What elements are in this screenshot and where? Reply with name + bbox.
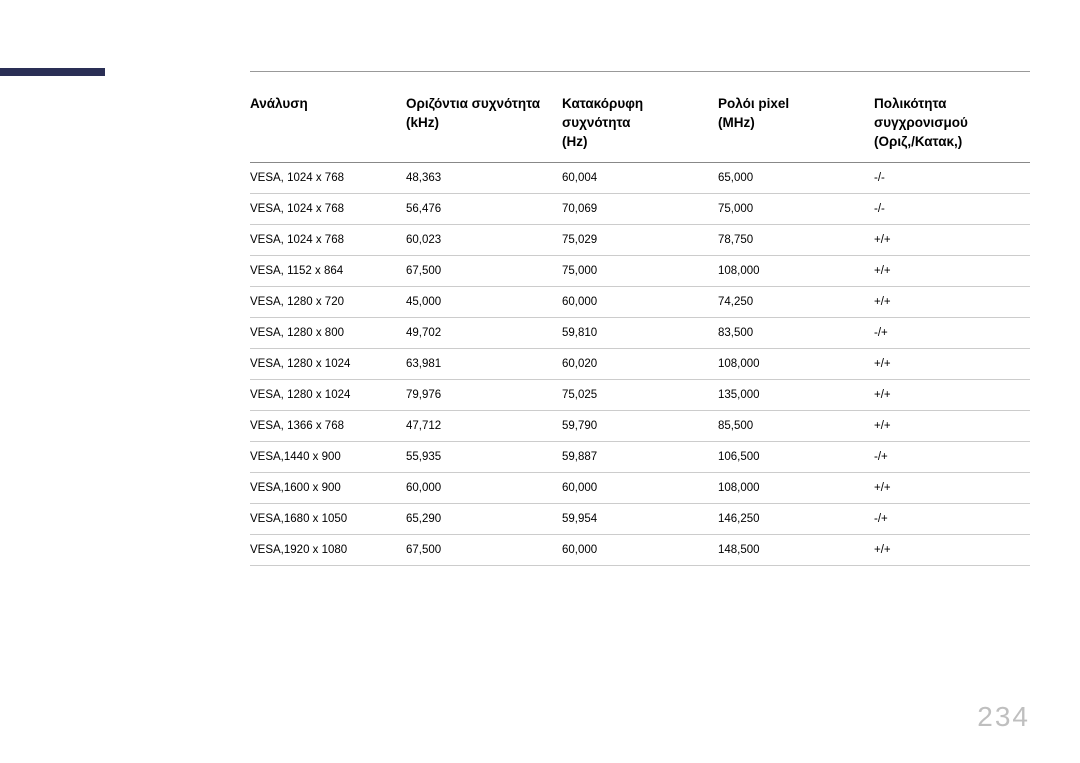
top-horizontal-rule xyxy=(250,71,1030,72)
header-vertical-freq: Κατακόρυφησυχνότητα(Hz) xyxy=(562,95,718,162)
table-cell: VESA, 1024 x 768 xyxy=(250,193,406,224)
header-pixel-clock: Ρολόι pixel(MHz) xyxy=(718,95,874,162)
table-cell: 59,887 xyxy=(562,441,718,472)
table-cell: 65,000 xyxy=(718,162,874,193)
table-row: VESA, 1280 x 102463,98160,020108,000+/+ xyxy=(250,348,1030,379)
table-cell: +/+ xyxy=(874,255,1030,286)
table-cell: VESA, 1152 x 864 xyxy=(250,255,406,286)
resolution-table: Ανάλυση Οριζόντια συχνότητα(kHz) Κατακόρ… xyxy=(250,95,1030,566)
table-body: VESA, 1024 x 76848,36360,00465,000-/-VES… xyxy=(250,162,1030,565)
table-cell: +/+ xyxy=(874,534,1030,565)
table-row: VESA, 1152 x 86467,50075,000108,000+/+ xyxy=(250,255,1030,286)
table-cell: 59,954 xyxy=(562,503,718,534)
table-cell: 74,250 xyxy=(718,286,874,317)
table-cell: 65,290 xyxy=(406,503,562,534)
table-cell: 60,023 xyxy=(406,224,562,255)
table-cell: 45,000 xyxy=(406,286,562,317)
table-row: VESA, 1366 x 76847,71259,79085,500+/+ xyxy=(250,410,1030,441)
table-cell: 60,000 xyxy=(562,472,718,503)
table-cell: VESA,1920 x 1080 xyxy=(250,534,406,565)
table-cell: 60,020 xyxy=(562,348,718,379)
table-row: VESA, 1280 x 72045,00060,00074,250+/+ xyxy=(250,286,1030,317)
table-row: VESA, 1024 x 76860,02375,02978,750+/+ xyxy=(250,224,1030,255)
table-cell: VESA, 1024 x 768 xyxy=(250,162,406,193)
table-cell: VESA,1600 x 900 xyxy=(250,472,406,503)
table-cell: 75,000 xyxy=(562,255,718,286)
table-cell: 55,935 xyxy=(406,441,562,472)
table-cell: VESA, 1024 x 768 xyxy=(250,224,406,255)
table-cell: +/+ xyxy=(874,379,1030,410)
table-cell: -/+ xyxy=(874,441,1030,472)
table-cell: VESA, 1280 x 1024 xyxy=(250,379,406,410)
table-cell: +/+ xyxy=(874,224,1030,255)
table-cell: 106,500 xyxy=(718,441,874,472)
table-cell: -/+ xyxy=(874,503,1030,534)
table-cell: 60,000 xyxy=(562,286,718,317)
table-row: VESA,1440 x 90055,93559,887106,500-/+ xyxy=(250,441,1030,472)
table-cell: 70,069 xyxy=(562,193,718,224)
table-cell: VESA, 1280 x 720 xyxy=(250,286,406,317)
table-cell: +/+ xyxy=(874,472,1030,503)
table-cell: 48,363 xyxy=(406,162,562,193)
table-cell: 75,000 xyxy=(718,193,874,224)
table-cell: 75,025 xyxy=(562,379,718,410)
table-cell: 67,500 xyxy=(406,534,562,565)
table-cell: -/+ xyxy=(874,317,1030,348)
table-cell: 108,000 xyxy=(718,348,874,379)
table-cell: VESA,1440 x 900 xyxy=(250,441,406,472)
table-cell: -/- xyxy=(874,162,1030,193)
table-cell: 63,981 xyxy=(406,348,562,379)
table-cell: 59,790 xyxy=(562,410,718,441)
table-cell: 56,476 xyxy=(406,193,562,224)
table-cell: 49,702 xyxy=(406,317,562,348)
page-number: 234 xyxy=(977,701,1030,733)
header-resolution: Ανάλυση xyxy=(250,95,406,162)
table-cell: +/+ xyxy=(874,348,1030,379)
table-cell: 108,000 xyxy=(718,255,874,286)
table-cell: 135,000 xyxy=(718,379,874,410)
table-cell: 78,750 xyxy=(718,224,874,255)
table-row: VESA,1680 x 105065,29059,954146,250-/+ xyxy=(250,503,1030,534)
table-cell: +/+ xyxy=(874,286,1030,317)
table-row: VESA, 1280 x 80049,70259,81083,500-/+ xyxy=(250,317,1030,348)
table-row: VESA, 1024 x 76856,47670,06975,000-/- xyxy=(250,193,1030,224)
table-row: VESA, 1024 x 76848,36360,00465,000-/- xyxy=(250,162,1030,193)
table-cell: VESA,1680 x 1050 xyxy=(250,503,406,534)
table-cell: 60,000 xyxy=(562,534,718,565)
table-cell: 60,000 xyxy=(406,472,562,503)
table-row: VESA,1920 x 108067,50060,000148,500+/+ xyxy=(250,534,1030,565)
table-cell: 146,250 xyxy=(718,503,874,534)
table-cell: +/+ xyxy=(874,410,1030,441)
table-cell: 60,004 xyxy=(562,162,718,193)
table-cell: 75,029 xyxy=(562,224,718,255)
content-area: Ανάλυση Οριζόντια συχνότητα(kHz) Κατακόρ… xyxy=(250,95,1030,566)
table-cell: 79,976 xyxy=(406,379,562,410)
table-cell: 85,500 xyxy=(718,410,874,441)
header-horizontal-freq: Οριζόντια συχνότητα(kHz) xyxy=(406,95,562,162)
table-cell: 108,000 xyxy=(718,472,874,503)
table-cell: VESA, 1280 x 1024 xyxy=(250,348,406,379)
table-cell: VESA, 1366 x 768 xyxy=(250,410,406,441)
table-cell: 67,500 xyxy=(406,255,562,286)
table-cell: -/- xyxy=(874,193,1030,224)
header-polarity: Πολικότητασυγχρονισμού(Οριζ,/Κατακ,) xyxy=(874,95,1030,162)
table-cell: 47,712 xyxy=(406,410,562,441)
table-row: VESA,1600 x 90060,00060,000108,000+/+ xyxy=(250,472,1030,503)
table-cell: 83,500 xyxy=(718,317,874,348)
table-row: VESA, 1280 x 102479,97675,025135,000+/+ xyxy=(250,379,1030,410)
table-cell: 59,810 xyxy=(562,317,718,348)
sidebar-accent-bar xyxy=(0,68,105,76)
table-cell: 148,500 xyxy=(718,534,874,565)
table-cell: VESA, 1280 x 800 xyxy=(250,317,406,348)
table-header: Ανάλυση Οριζόντια συχνότητα(kHz) Κατακόρ… xyxy=(250,95,1030,162)
